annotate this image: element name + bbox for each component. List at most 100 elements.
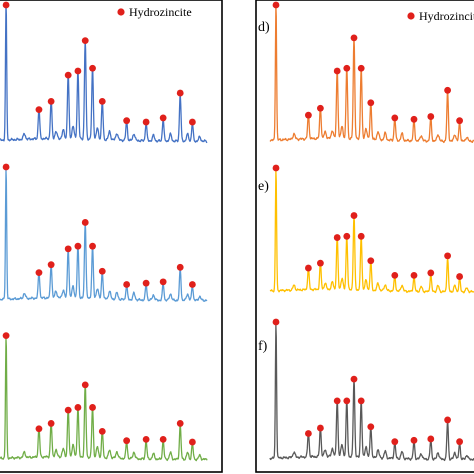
peak-marker-e-10 xyxy=(410,271,418,279)
legend-text-a: Hydrozincite xyxy=(129,5,192,19)
peak-marker-e-4 xyxy=(333,234,341,241)
peak-marker-d-3 xyxy=(317,104,324,112)
peak-marker-a-13 xyxy=(188,118,196,126)
pattern-curve-f xyxy=(269,324,474,462)
peak-marker-d-13 xyxy=(456,117,463,125)
peak-marker-d-6 xyxy=(350,34,358,42)
peak-marker-d-8 xyxy=(367,99,375,107)
peak-marker-f-6 xyxy=(350,375,358,383)
peak-marker-a-4 xyxy=(64,71,72,79)
peak-marker-f-5 xyxy=(343,397,351,405)
peak-marker-b-3 xyxy=(47,261,55,269)
peak-marker-c-8 xyxy=(98,428,106,435)
pattern-curve-a xyxy=(0,2,208,144)
peak-marker-b-1 xyxy=(2,163,10,171)
panel-labels: d) e) f) xyxy=(258,20,270,354)
peak-marker-a-1 xyxy=(2,1,10,9)
peak-marker-e-5 xyxy=(343,232,351,240)
peak-marker-c-5 xyxy=(74,404,82,411)
peak-marker-e-11 xyxy=(427,269,435,277)
legends: Hydrozincite Hydrozincite xyxy=(117,5,474,23)
peak-marker-a-10 xyxy=(142,118,150,126)
peak-marker-d-9 xyxy=(391,114,399,122)
peak-marker-b-7 xyxy=(89,242,96,250)
peak-marker-f-9 xyxy=(391,438,399,446)
peak-marker-f-11 xyxy=(427,435,435,443)
peak-marker-a-9 xyxy=(123,117,131,125)
pattern-curve-c xyxy=(0,337,208,462)
peak-marker-b-12 xyxy=(176,263,184,271)
peak-marker-b-9 xyxy=(123,281,131,288)
peak-marker-d-7 xyxy=(357,64,365,72)
peak-marker-c-1 xyxy=(2,332,10,340)
peak-marker-d-5 xyxy=(343,64,351,72)
peak-marker-e-2 xyxy=(305,264,312,272)
peak-marker-a-8 xyxy=(98,97,106,105)
peak-marker-d-12 xyxy=(444,86,451,94)
peak-marker-a-3 xyxy=(47,97,55,105)
pattern-curve-e xyxy=(269,169,474,294)
peak-marker-c-4 xyxy=(64,406,72,414)
peak-marker-f-7 xyxy=(357,397,365,405)
peak-marker-e-9 xyxy=(391,271,399,279)
panel-label-f: f) xyxy=(258,339,268,354)
peak-marker-d-2 xyxy=(305,111,312,119)
peak-markers xyxy=(2,1,463,446)
peak-marker-e-3 xyxy=(317,259,324,267)
peak-marker-e-7 xyxy=(357,232,365,240)
peak-marker-a-7 xyxy=(89,64,96,72)
peak-marker-e-13 xyxy=(456,273,463,280)
peak-marker-b-6 xyxy=(81,219,89,226)
panel-label-d: d) xyxy=(258,20,270,35)
peak-marker-f-2 xyxy=(305,430,312,437)
peak-marker-a-6 xyxy=(81,37,89,45)
peak-marker-f-1 xyxy=(272,318,280,326)
peak-marker-c-2 xyxy=(35,425,43,433)
peak-marker-d-11 xyxy=(427,113,435,120)
peak-marker-d-10 xyxy=(410,115,418,123)
peak-marker-f-12 xyxy=(444,416,451,424)
peak-marker-b-11 xyxy=(159,278,167,286)
peak-marker-b-13 xyxy=(188,281,196,288)
pattern-curve-d xyxy=(269,4,474,144)
peak-marker-b-10 xyxy=(142,279,150,287)
peak-marker-f-3 xyxy=(317,424,324,432)
peak-marker-a-2 xyxy=(35,106,43,114)
peak-marker-f-8 xyxy=(367,423,375,431)
peak-marker-f-10 xyxy=(410,436,418,444)
peak-marker-f-4 xyxy=(333,397,341,405)
legend-text-d: Hydrozincite xyxy=(419,9,474,23)
peak-marker-a-11 xyxy=(159,114,167,122)
peak-marker-d-1 xyxy=(272,1,280,9)
peak-marker-e-6 xyxy=(350,212,358,219)
panel-frame-right xyxy=(255,0,474,473)
pattern-curves xyxy=(0,2,474,462)
peak-marker-c-13 xyxy=(188,438,196,446)
legend-marker-a xyxy=(117,8,125,16)
panel-label-e: e) xyxy=(258,179,269,194)
pattern-curve-b xyxy=(0,169,208,302)
peak-marker-e-12 xyxy=(444,252,451,260)
legend-marker-d xyxy=(407,12,415,20)
peak-marker-b-5 xyxy=(74,242,82,250)
peak-marker-e-1 xyxy=(272,164,280,172)
peak-marker-a-5 xyxy=(74,67,82,75)
peak-marker-b-4 xyxy=(64,245,72,253)
peak-marker-a-12 xyxy=(176,89,184,97)
panel-frame-left xyxy=(0,0,223,473)
peak-marker-f-13 xyxy=(456,438,463,446)
peak-marker-e-8 xyxy=(367,257,375,265)
peak-marker-c-10 xyxy=(142,435,150,443)
peak-marker-c-6 xyxy=(81,381,89,389)
peak-marker-c-9 xyxy=(123,437,131,445)
peak-marker-b-8 xyxy=(98,267,106,275)
peak-marker-c-7 xyxy=(89,404,96,411)
peak-marker-b-2 xyxy=(35,269,43,276)
peak-marker-c-11 xyxy=(159,435,167,443)
peak-marker-c-3 xyxy=(47,420,55,427)
peak-marker-c-12 xyxy=(176,420,184,427)
peak-marker-d-4 xyxy=(333,67,341,75)
